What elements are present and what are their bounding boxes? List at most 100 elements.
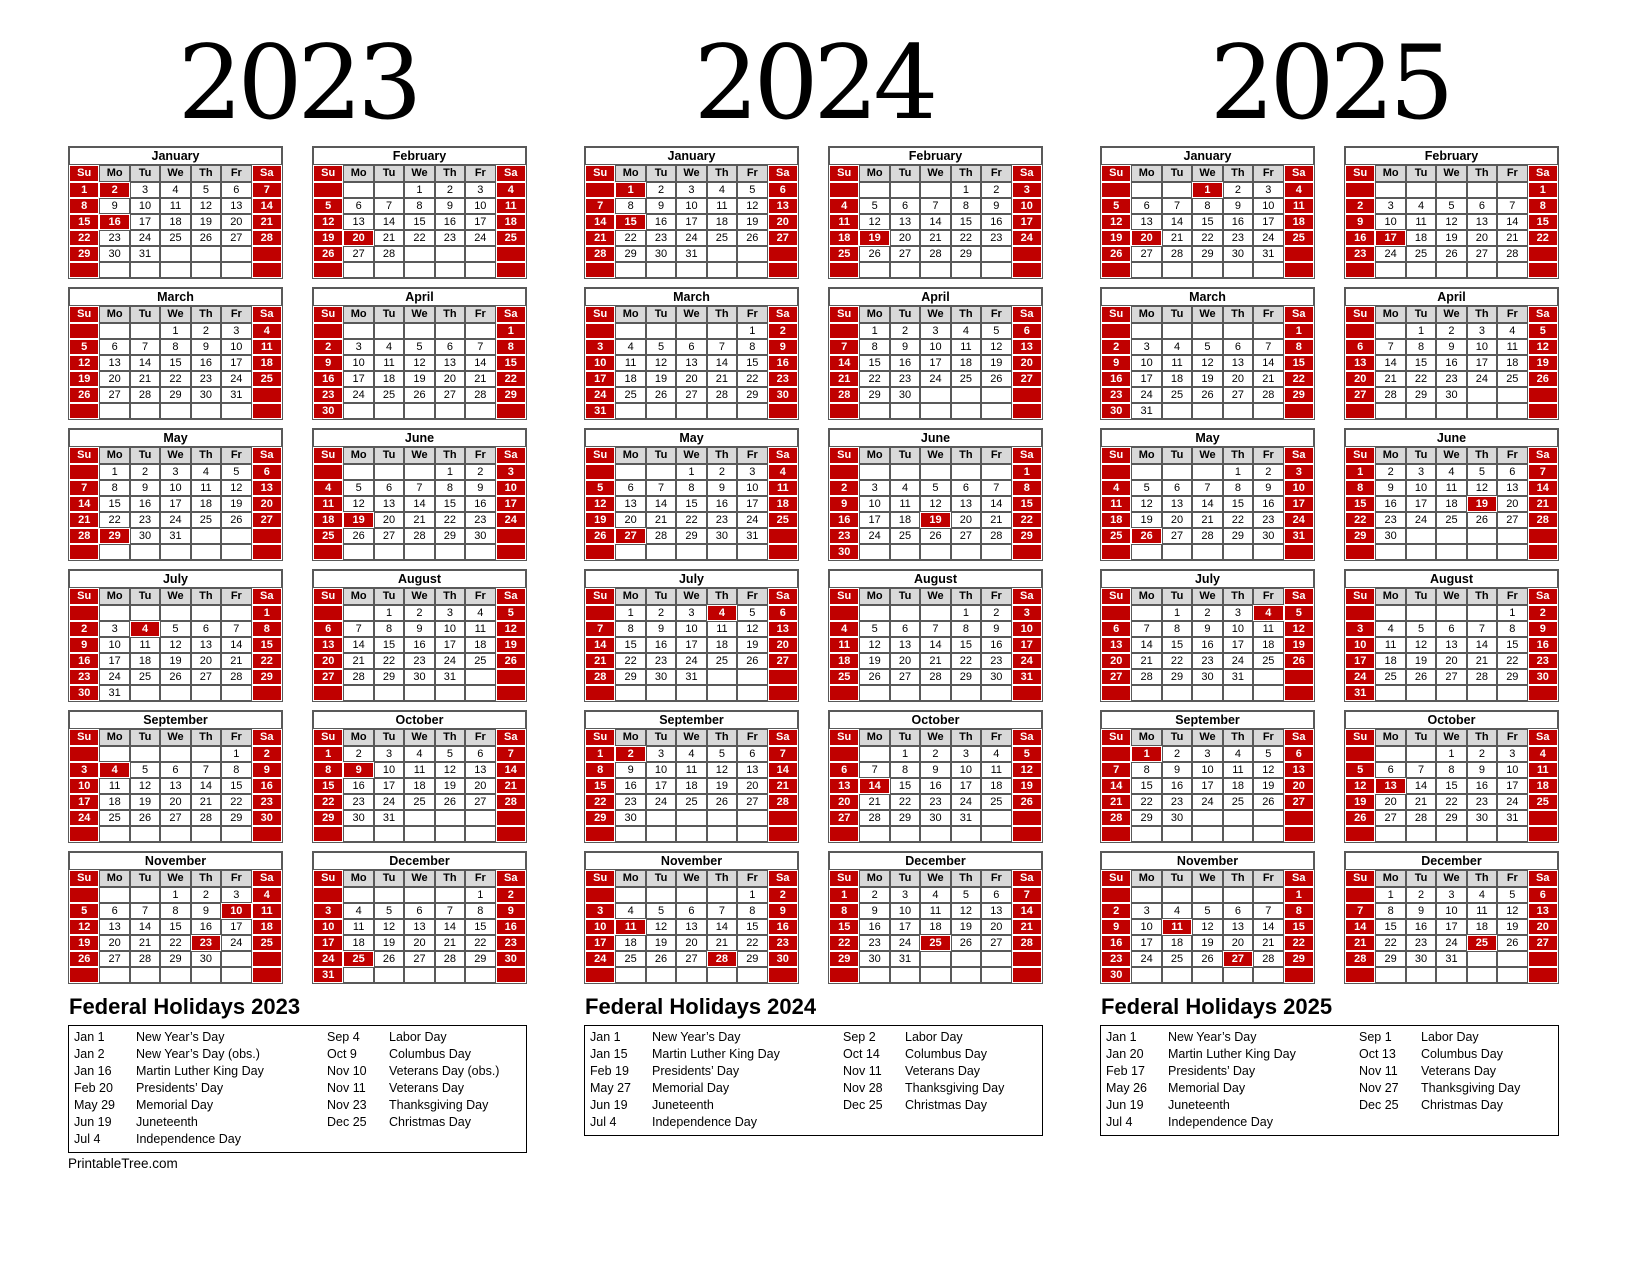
blank-cell <box>859 746 890 762</box>
day-cell: 18 <box>1161 935 1193 951</box>
blank-cell <box>404 826 435 842</box>
day-cell: 28 <box>1192 528 1223 544</box>
day-cell: 21 <box>1131 653 1162 669</box>
holiday-name: Martin Luther King Day <box>652 1047 780 1061</box>
months-grid-2023: January Su Mo Tu We Th Fr Sa 1 2 3 4 5 6 7 8 9 10 11 12 13 14… <box>68 146 527 984</box>
day-cell: 4 <box>1466 887 1498 903</box>
day-cell: 3 <box>69 762 100 778</box>
day-cell: 1 <box>160 323 191 339</box>
day-cell: 9 <box>859 903 890 919</box>
day-cell: 3 <box>1222 605 1254 621</box>
day-cell: 7 <box>190 762 222 778</box>
day-cell: 28 <box>495 794 526 810</box>
day-cell: 13 <box>373 496 405 512</box>
day-cell: 1 <box>737 323 768 339</box>
blank-cell <box>676 544 707 560</box>
day-cell: 3 <box>373 746 405 762</box>
day-cell: 6 <box>1345 339 1376 355</box>
day-cell: 13 <box>767 621 798 637</box>
day-cell: 20 <box>251 496 282 512</box>
day-cell: 15 <box>1375 919 1406 935</box>
blank-cell <box>465 826 496 842</box>
day-cell: 8 <box>737 339 768 355</box>
holiday-date: Jan 16 <box>74 1064 112 1078</box>
holiday-date: Sep 4 <box>327 1030 360 1044</box>
day-cell: 29 <box>1222 528 1254 544</box>
dow-header-mo: Mo <box>343 447 374 464</box>
blank-cell <box>1192 810 1223 826</box>
holiday-date: Oct 13 <box>1359 1047 1396 1061</box>
dow-header-tu: Tu <box>1405 165 1437 182</box>
month-january-2023: January Su Mo Tu We Th Fr Sa 1 2 3 4 5 6 7 8 9 10 11 12 13 14… <box>68 146 283 279</box>
holidays-box-2023: Jan 1 New Year’s Day Jan 2 New Year’s Day (… <box>68 1025 527 1153</box>
blank-cell <box>1161 826 1193 842</box>
day-cell: 26 <box>737 653 768 669</box>
dow-header-sa: Sa <box>767 588 798 605</box>
day-cell: 26 <box>160 669 191 685</box>
dow-header-sa: Sa <box>1283 729 1314 746</box>
day-cell: 21 <box>373 230 405 246</box>
blank-cell <box>706 403 738 419</box>
blank-cell <box>920 387 951 403</box>
blank-cell <box>1283 685 1314 701</box>
day-cell: 19 <box>737 214 768 230</box>
blank-cell <box>1161 685 1193 701</box>
blank-cell <box>495 826 526 842</box>
blank-cell <box>190 246 222 262</box>
day-cell: 1 <box>1497 605 1528 621</box>
blank-cell <box>1192 887 1223 903</box>
holidays-title-2025: Federal Holidays 2025 <box>1101 994 1333 1019</box>
day-cell: 29 <box>950 246 982 262</box>
day-cell: 29 <box>676 528 707 544</box>
day-cell: 20 <box>829 794 860 810</box>
dow-header-mo: Mo <box>859 306 890 323</box>
blank-cell <box>585 685 616 701</box>
blank-cell <box>645 403 677 419</box>
day-cell: 8 <box>950 198 982 214</box>
dow-header-mo: Mo <box>343 729 374 746</box>
blank-cell <box>1192 262 1223 278</box>
dow-header-we: We <box>920 729 951 746</box>
day-cell: 23 <box>1253 512 1284 528</box>
blank-cell <box>1527 826 1558 842</box>
blank-cell <box>1161 323 1193 339</box>
day-cell: 7 <box>465 339 496 355</box>
day-cell: 17 <box>221 355 252 371</box>
day-cell: 29 <box>251 669 282 685</box>
day-cell: 16 <box>1222 214 1254 230</box>
day-cell: 13 <box>343 214 374 230</box>
day-cell: 14 <box>434 919 466 935</box>
day-cell: 6 <box>1131 198 1162 214</box>
day-cell: 28 <box>190 810 222 826</box>
blank-cell <box>920 403 951 419</box>
blank-cell <box>737 544 768 560</box>
blank-cell <box>981 246 1012 262</box>
day-cell: 22 <box>737 371 768 387</box>
day-cell: 11 <box>1222 762 1254 778</box>
blank-cell <box>1466 403 1498 419</box>
day-cell: 8 <box>1436 762 1467 778</box>
day-cell: 12 <box>1253 762 1284 778</box>
dow-header-th: Th <box>434 306 466 323</box>
day-cell: 20 <box>1436 653 1467 669</box>
day-cell: 13 <box>1283 762 1314 778</box>
day-cell: 7 <box>1497 198 1528 214</box>
day-cell: 24 <box>1345 669 1376 685</box>
day-cell: 8 <box>950 621 982 637</box>
blank-cell <box>160 403 191 419</box>
day-cell: 31 <box>129 246 161 262</box>
dow-header-th: Th <box>706 870 738 887</box>
month-title: July <box>69 570 282 588</box>
holiday-row: Jan 2 New Year’s Day (obs.) <box>74 1046 327 1063</box>
month-title: October <box>829 711 1042 729</box>
day-cell: 11 <box>706 198 738 214</box>
dow-header-sa: Sa <box>767 870 798 887</box>
day-cell: 15 <box>1222 496 1254 512</box>
holiday-name: Veterans Day (obs.) <box>389 1064 500 1078</box>
blank-cell <box>313 464 344 480</box>
holiday-date: Dec 25 <box>843 1098 883 1112</box>
day-cell: 3 <box>1466 323 1498 339</box>
day-cell: 10 <box>676 198 707 214</box>
dow-header-sa: Sa <box>1011 447 1042 464</box>
blank-cell <box>495 246 526 262</box>
